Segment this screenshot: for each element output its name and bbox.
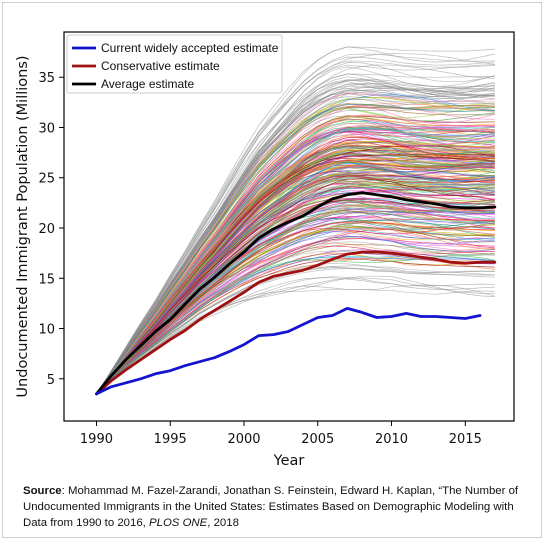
simulation-line [96,188,495,395]
source-text: : Mohammad M. Fazel-Zarandi, Jonathan S.… [23,485,519,529]
simulation-line [96,258,495,395]
simulation-line [96,124,495,395]
y-tick-label: 20 [38,222,55,237]
simulation-line [96,250,495,395]
simulation-line [96,73,495,395]
simulation-line [96,277,495,395]
simulation-lines [96,46,495,395]
series-line-0 [95,307,482,396]
simulation-line [96,245,495,395]
x-axis-title: Year [273,453,305,469]
legend: Current widely accepted estimate Conserva… [66,34,283,94]
source-label: Source [23,485,62,497]
legend-box [66,34,283,94]
simulation-line [96,186,495,395]
simulation-line [96,222,495,395]
simulation-line [96,85,495,395]
y-tick-label: 30 [38,121,55,136]
x-tick-label: 2015 [449,432,482,447]
y-tick-label: 10 [38,323,55,338]
simulation-line [96,119,495,395]
simulation-line [96,241,495,395]
simulation-line [96,105,495,395]
simulation-line [96,64,495,395]
simulation-line [96,153,495,395]
figure-frame: 1990 1995 2000 2005 2010 2015 5 10 15 20 25 30 35 Yea… [2,2,542,538]
plot-frame [63,31,515,422]
simulation-line [96,172,495,395]
simulation-line [96,172,495,395]
simulation-line [96,222,495,395]
series-line-1 [95,250,497,396]
simulation-line [96,46,495,395]
source-year: , 2018 [207,517,239,529]
simulation-line [96,226,495,395]
simulation-line [96,127,495,395]
simulation-line [96,172,495,395]
simulation-line [96,276,495,395]
simulation-line [96,162,495,395]
simulation-line [96,275,495,395]
x-tick-label: 2010 [375,432,408,447]
series-line-2 [95,191,497,396]
simulation-line [96,103,495,395]
simulation-line [96,199,495,395]
simulation-line [96,192,495,395]
simulation-line [96,107,495,395]
legend-label-1: Conservative estimate [101,59,220,73]
simulation-line [96,93,495,395]
simulation-line [96,201,495,395]
simulation-line [96,181,495,395]
source-journal: PLOS ONE [149,517,208,529]
y-tick-label: 25 [38,172,55,187]
x-tick-label: 1995 [154,432,187,447]
simulation-line [96,175,495,395]
simulation-line [96,150,495,395]
x-tick-label: 2005 [301,432,334,447]
simulation-line [96,236,495,395]
simulation-line [96,145,495,395]
y-tick-label: 15 [38,272,55,287]
y-tick-label: 5 [47,373,55,388]
simulation-line [96,53,495,395]
x-tick-label: 2000 [227,432,260,447]
simulation-line [96,78,495,395]
legend-label-0: Current widely accepted estimate [101,41,279,55]
line-chart: 1990 1995 2000 2005 2010 2015 5 10 15 20 25 30 35 Yea… [15,31,515,469]
simulation-line [96,167,495,395]
legend-label-2: Average estimate [101,77,194,91]
x-tick-label: 1990 [80,432,113,447]
simulation-line [96,201,495,395]
y-axis-title: Undocumented Immigrant Population (Milli… [15,55,31,397]
simulation-line [96,140,495,395]
source-citation: Source: Mohammad M. Fazel-Zarandi, Jonat… [23,483,533,531]
y-tick-label: 35 [38,71,55,86]
simulation-line [96,171,495,395]
